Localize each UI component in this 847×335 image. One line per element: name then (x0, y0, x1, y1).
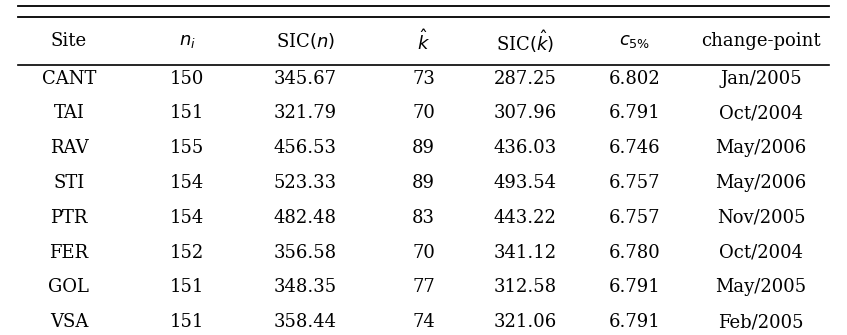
Text: 6.791: 6.791 (609, 313, 661, 331)
Text: 6.757: 6.757 (609, 209, 661, 227)
Text: change-point: change-point (701, 32, 821, 50)
Text: $\hat{k}$: $\hat{k}$ (417, 29, 430, 54)
Text: 70: 70 (412, 105, 435, 122)
Text: PTR: PTR (50, 209, 87, 227)
Text: $n_i$: $n_i$ (179, 32, 196, 50)
Text: SIC$(n)$: SIC$(n)$ (276, 31, 335, 51)
Text: 348.35: 348.35 (274, 278, 337, 296)
Text: VSA: VSA (50, 313, 88, 331)
Text: Site: Site (51, 32, 87, 50)
Text: 321.79: 321.79 (274, 105, 337, 122)
Text: Nov/2005: Nov/2005 (717, 209, 805, 227)
Text: 6.802: 6.802 (609, 70, 661, 88)
Text: May/2006: May/2006 (716, 174, 807, 192)
Text: 443.22: 443.22 (493, 209, 556, 227)
Text: CANT: CANT (42, 70, 96, 88)
Text: 151: 151 (170, 278, 204, 296)
Text: 456.53: 456.53 (274, 139, 337, 157)
Text: 151: 151 (170, 105, 204, 122)
Text: 89: 89 (412, 139, 435, 157)
Text: 287.25: 287.25 (493, 70, 556, 88)
Text: 321.06: 321.06 (493, 313, 556, 331)
Text: 89: 89 (412, 174, 435, 192)
Text: 152: 152 (170, 244, 204, 262)
Text: 6.757: 6.757 (609, 174, 661, 192)
Text: 312.58: 312.58 (493, 278, 556, 296)
Text: 6.746: 6.746 (609, 139, 661, 157)
Text: 493.54: 493.54 (493, 174, 556, 192)
Text: May/2006: May/2006 (716, 139, 807, 157)
Text: 482.48: 482.48 (274, 209, 337, 227)
Text: 6.791: 6.791 (609, 278, 661, 296)
Text: Jan/2005: Jan/2005 (721, 70, 802, 88)
Text: 436.03: 436.03 (493, 139, 556, 157)
Text: 345.67: 345.67 (274, 70, 337, 88)
Text: Feb/2005: Feb/2005 (718, 313, 804, 331)
Text: 341.12: 341.12 (493, 244, 556, 262)
Text: RAV: RAV (50, 139, 88, 157)
Text: 154: 154 (170, 174, 204, 192)
Text: GOL: GOL (48, 278, 90, 296)
Text: 77: 77 (412, 278, 435, 296)
Text: 73: 73 (412, 70, 435, 88)
Text: 356.58: 356.58 (274, 244, 337, 262)
Text: May/2005: May/2005 (716, 278, 806, 296)
Text: Oct/2004: Oct/2004 (719, 244, 803, 262)
Text: 154: 154 (170, 209, 204, 227)
Text: $c_{5\%}$: $c_{5\%}$ (619, 32, 650, 50)
Text: 151: 151 (170, 313, 204, 331)
Text: 6.791: 6.791 (609, 105, 661, 122)
Text: 307.96: 307.96 (493, 105, 556, 122)
Text: STI: STI (53, 174, 85, 192)
Text: 155: 155 (170, 139, 204, 157)
Text: FER: FER (49, 244, 88, 262)
Text: 523.33: 523.33 (274, 174, 337, 192)
Text: 6.780: 6.780 (609, 244, 661, 262)
Text: 74: 74 (412, 313, 435, 331)
Text: 70: 70 (412, 244, 435, 262)
Text: 83: 83 (412, 209, 435, 227)
Text: Oct/2004: Oct/2004 (719, 105, 803, 122)
Text: 358.44: 358.44 (274, 313, 337, 331)
Text: SIC$(\hat{k})$: SIC$(\hat{k})$ (495, 28, 554, 55)
Text: 150: 150 (170, 70, 204, 88)
Text: TAI: TAI (53, 105, 85, 122)
